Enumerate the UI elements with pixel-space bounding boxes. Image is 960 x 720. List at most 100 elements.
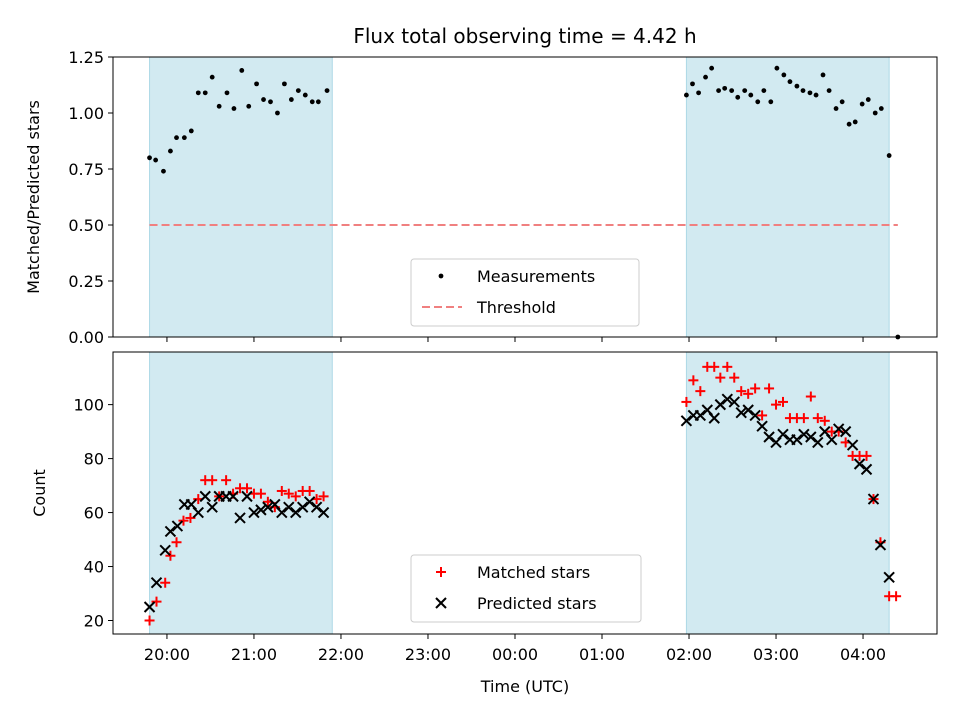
data-point <box>295 88 301 93</box>
data-point <box>290 506 302 519</box>
x-stroke <box>728 396 740 408</box>
x-stroke <box>303 496 316 508</box>
x-tick-label: 20:00 <box>144 645 190 664</box>
data-point <box>736 386 747 397</box>
data-point <box>436 567 446 577</box>
x-stroke <box>708 412 720 424</box>
data-point <box>757 410 768 421</box>
x-stroke <box>853 458 866 470</box>
data-point <box>181 135 187 141</box>
x-stroke <box>310 501 323 513</box>
x-stroke <box>227 490 239 503</box>
data-point <box>742 404 754 416</box>
data-point <box>261 97 266 102</box>
data-point <box>310 501 323 513</box>
data-point <box>309 99 315 105</box>
x-stroke <box>735 407 747 419</box>
data-point <box>833 106 839 111</box>
x-stroke <box>317 506 330 519</box>
y-tick-label: 1.25 <box>68 48 104 67</box>
data-point <box>761 88 767 93</box>
data-point <box>303 496 316 508</box>
data-point <box>188 128 194 134</box>
data-point <box>846 121 852 127</box>
data-point <box>276 485 287 496</box>
data-point <box>317 506 330 519</box>
data-point <box>227 490 239 503</box>
data-point <box>750 383 761 394</box>
x-stroke <box>255 504 267 516</box>
legend: Matched stars Predicted stars <box>410 554 642 623</box>
data-point <box>805 431 817 443</box>
data-point <box>860 463 873 476</box>
x-tick-label: 23:00 <box>405 645 451 664</box>
data-point <box>764 383 775 394</box>
observing-interval-band <box>149 56 333 338</box>
data-point <box>168 148 173 154</box>
data-point <box>147 155 152 161</box>
y-tick-label: 0.75 <box>68 160 104 179</box>
legend-label: Predicted stars <box>477 594 597 613</box>
data-point <box>304 485 315 496</box>
x-stroke <box>721 393 734 405</box>
chart-title: Flux total observing time = 4.42 h <box>353 24 696 48</box>
x-stroke <box>680 415 693 427</box>
observing-interval-band <box>685 56 890 338</box>
data-point <box>703 74 708 80</box>
data-point <box>721 393 734 405</box>
data-point <box>192 506 204 519</box>
data-point <box>878 106 884 111</box>
data-point <box>688 375 699 386</box>
data-point <box>161 168 166 174</box>
data-point <box>874 539 887 551</box>
data-point <box>435 597 447 609</box>
legend-label: Measurements <box>477 267 595 286</box>
y-tick-label: 80 <box>84 450 104 469</box>
data-point <box>690 81 695 87</box>
x-stroke <box>192 506 204 519</box>
legend-marker <box>435 597 447 609</box>
data-point <box>248 506 260 519</box>
x-stroke <box>150 577 163 589</box>
data-point <box>195 90 201 96</box>
data-point <box>839 99 845 105</box>
data-point <box>826 433 838 446</box>
y-tick-label: 100 <box>73 396 104 415</box>
x-stroke <box>846 439 859 451</box>
x-stroke <box>159 544 171 557</box>
data-point <box>234 512 246 524</box>
data-point <box>709 65 715 71</box>
data-point <box>768 99 774 105</box>
data-point <box>276 506 288 519</box>
data-point <box>722 361 733 372</box>
x-stroke <box>276 506 288 519</box>
x-stroke <box>694 409 707 422</box>
data-point <box>735 94 741 100</box>
data-point <box>781 72 787 78</box>
data-point <box>255 488 266 499</box>
x-tick-label: 02:00 <box>666 645 712 664</box>
data-point <box>696 90 701 96</box>
x-stroke <box>819 425 831 438</box>
data-point <box>695 386 706 397</box>
data-point <box>143 601 156 613</box>
axes-frame <box>112 56 938 338</box>
y-tick-label: 20 <box>84 612 104 631</box>
data-point <box>798 428 810 441</box>
data-point <box>812 413 823 424</box>
x-stroke <box>269 498 281 511</box>
x-tick-label: 04:00 <box>840 645 886 664</box>
data-point <box>813 92 819 98</box>
x-stroke <box>860 463 873 476</box>
x-stroke <box>812 436 824 449</box>
x-tick-label: 22:00 <box>318 645 364 664</box>
x-stroke <box>283 501 295 513</box>
data-point <box>777 396 788 407</box>
x-stroke <box>832 423 845 435</box>
data-point <box>160 577 171 588</box>
data-point <box>867 493 880 505</box>
data-point <box>178 515 189 526</box>
data-point <box>296 501 309 513</box>
data-point <box>722 85 728 91</box>
